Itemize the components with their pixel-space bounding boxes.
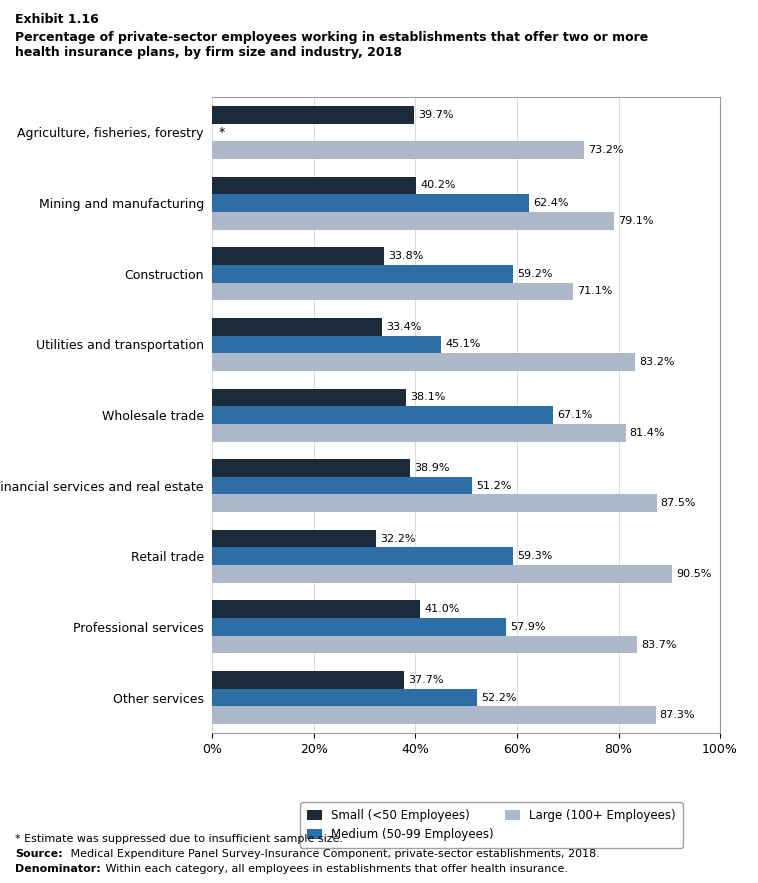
Text: 71.1%: 71.1% <box>578 286 612 297</box>
Text: Source:: Source: <box>15 849 63 859</box>
Text: Exhibit 1.16: Exhibit 1.16 <box>15 13 99 26</box>
Text: 73.2%: 73.2% <box>588 145 624 155</box>
Bar <box>212 565 672 583</box>
Text: Medical Expenditure Panel Survey-Insurance Component, private-sector establishme: Medical Expenditure Panel Survey-Insuran… <box>67 849 600 859</box>
Text: 62.4%: 62.4% <box>533 198 568 208</box>
Text: 40.2%: 40.2% <box>421 180 456 191</box>
Bar <box>212 459 410 477</box>
Bar <box>212 283 573 300</box>
Text: 83.2%: 83.2% <box>639 357 675 367</box>
Text: 41.0%: 41.0% <box>424 604 460 615</box>
Text: Within each category, all employees in establishments that offer health insuranc: Within each category, all employees in e… <box>102 864 568 874</box>
Bar <box>212 106 414 124</box>
Bar <box>212 389 406 406</box>
Bar <box>212 177 416 194</box>
Bar <box>212 636 637 653</box>
Bar <box>212 477 472 494</box>
Text: 32.2%: 32.2% <box>380 533 415 544</box>
Bar <box>212 141 584 159</box>
Bar <box>212 318 382 336</box>
Text: 38.1%: 38.1% <box>410 392 445 403</box>
Text: 59.3%: 59.3% <box>518 551 553 562</box>
Bar <box>212 353 634 371</box>
Text: 39.7%: 39.7% <box>418 109 453 120</box>
Text: Percentage of private-sector employees working in establishments that offer two : Percentage of private-sector employees w… <box>15 31 648 59</box>
Text: 79.1%: 79.1% <box>618 215 653 226</box>
Text: 37.7%: 37.7% <box>408 675 443 685</box>
Text: 33.8%: 33.8% <box>388 251 423 261</box>
Legend: Small (<50 Employees), Medium (50-99 Employees), Large (100+ Employees): Small (<50 Employees), Medium (50-99 Emp… <box>300 803 683 849</box>
Bar <box>212 689 478 706</box>
Text: 87.5%: 87.5% <box>661 498 696 509</box>
Text: 83.7%: 83.7% <box>641 639 677 650</box>
Text: 52.2%: 52.2% <box>481 692 517 703</box>
Bar <box>212 494 656 512</box>
Text: 33.4%: 33.4% <box>386 321 421 332</box>
Bar <box>212 247 384 265</box>
Bar <box>212 406 553 424</box>
Bar <box>212 706 656 724</box>
Bar <box>212 265 513 283</box>
Text: 81.4%: 81.4% <box>630 427 666 438</box>
Bar <box>212 424 625 442</box>
Bar <box>212 618 506 636</box>
Bar <box>212 530 376 547</box>
Text: 90.5%: 90.5% <box>676 569 711 579</box>
Text: 57.9%: 57.9% <box>510 622 546 632</box>
Text: 59.2%: 59.2% <box>517 268 553 279</box>
Text: 45.1%: 45.1% <box>446 339 481 350</box>
Bar <box>212 671 404 689</box>
Text: 51.2%: 51.2% <box>476 480 512 491</box>
Bar <box>212 547 513 565</box>
Text: 38.9%: 38.9% <box>414 463 449 473</box>
Bar <box>212 212 614 230</box>
Bar <box>212 336 441 353</box>
Text: Denominator:: Denominator: <box>15 864 101 874</box>
Text: 67.1%: 67.1% <box>557 410 593 420</box>
Text: 87.3%: 87.3% <box>659 710 695 721</box>
Bar <box>212 600 421 618</box>
Bar <box>212 194 529 212</box>
Text: *: * <box>218 126 224 139</box>
Text: * Estimate was suppressed due to insufficient sample size.: * Estimate was suppressed due to insuffi… <box>15 834 343 844</box>
